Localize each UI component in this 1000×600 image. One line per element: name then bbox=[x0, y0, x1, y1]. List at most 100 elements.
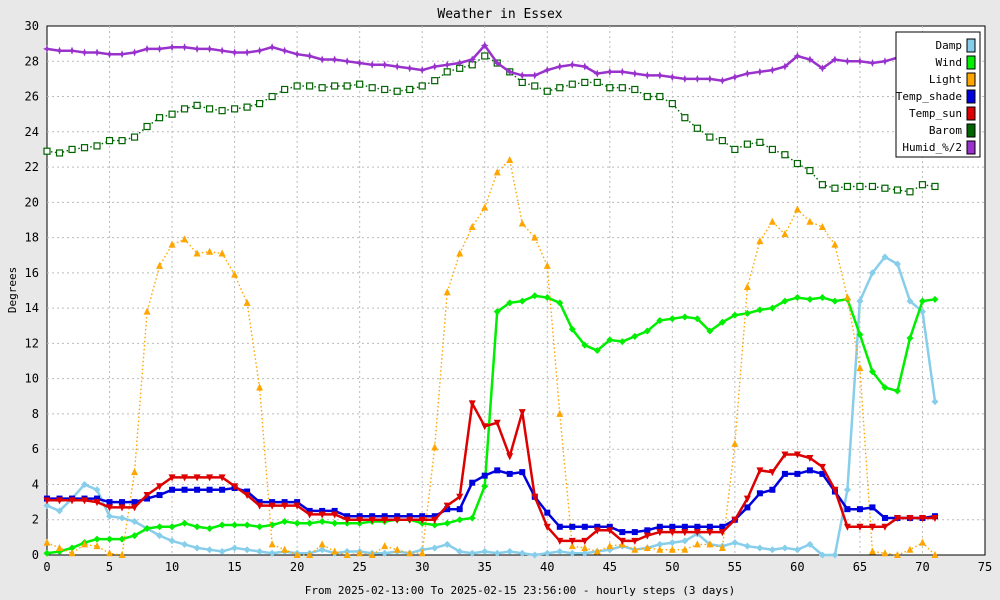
data-point bbox=[768, 217, 776, 225]
data-point bbox=[931, 514, 939, 522]
legend-label: Wind bbox=[936, 56, 963, 69]
data-point bbox=[743, 495, 751, 503]
series-barom bbox=[43, 52, 939, 196]
data-point bbox=[768, 66, 777, 75]
data-point bbox=[569, 523, 576, 530]
data-point bbox=[356, 80, 364, 88]
data-point bbox=[643, 71, 652, 80]
data-point bbox=[168, 523, 176, 531]
data-point bbox=[231, 270, 239, 278]
data-point bbox=[431, 544, 439, 552]
legend-swatch bbox=[966, 123, 976, 138]
data-point bbox=[231, 544, 239, 552]
data-point bbox=[893, 514, 901, 522]
data-point bbox=[794, 470, 801, 477]
data-point bbox=[731, 539, 739, 547]
data-point bbox=[343, 551, 351, 558]
data-point bbox=[431, 516, 439, 524]
data-point bbox=[368, 516, 376, 524]
data-point bbox=[556, 537, 564, 545]
data-point bbox=[855, 57, 864, 66]
data-point bbox=[568, 60, 577, 69]
data-point bbox=[806, 217, 814, 225]
data-point bbox=[331, 82, 339, 90]
x-tick-label: 5 bbox=[106, 560, 113, 574]
x-tick-label: 50 bbox=[665, 560, 679, 574]
data-point bbox=[330, 55, 339, 64]
legend-swatch bbox=[966, 38, 976, 53]
data-point bbox=[880, 57, 889, 66]
data-point bbox=[505, 67, 514, 76]
data-point bbox=[869, 504, 876, 511]
data-point bbox=[755, 67, 764, 76]
data-point bbox=[443, 519, 451, 527]
data-point bbox=[369, 513, 376, 520]
data-point bbox=[168, 537, 176, 545]
data-point bbox=[581, 523, 588, 530]
data-point bbox=[618, 84, 626, 92]
data-point bbox=[718, 529, 726, 537]
data-point bbox=[56, 543, 64, 551]
data-point bbox=[256, 383, 264, 391]
data-point bbox=[856, 506, 863, 513]
data-point bbox=[406, 85, 414, 94]
data-point bbox=[493, 168, 501, 176]
data-point bbox=[55, 149, 64, 157]
data-point bbox=[868, 182, 877, 191]
data-point bbox=[418, 549, 426, 557]
data-point bbox=[181, 519, 189, 527]
data-point bbox=[393, 545, 401, 553]
x-tick-label: 45 bbox=[603, 560, 617, 574]
data-point bbox=[694, 523, 701, 530]
data-point bbox=[193, 44, 202, 53]
data-point bbox=[656, 540, 664, 548]
data-point bbox=[868, 368, 876, 376]
data-point bbox=[368, 60, 377, 69]
data-point bbox=[218, 107, 226, 115]
data-point bbox=[556, 299, 564, 307]
data-point bbox=[668, 99, 676, 108]
y-tick-label: 14 bbox=[25, 301, 39, 315]
data-point bbox=[343, 82, 351, 90]
data-point bbox=[493, 549, 501, 557]
data-point bbox=[268, 43, 277, 52]
data-point bbox=[331, 507, 338, 514]
y-tick-label: 12 bbox=[25, 336, 39, 350]
data-point bbox=[143, 525, 151, 533]
data-point bbox=[506, 547, 514, 555]
data-point bbox=[530, 71, 539, 80]
data-point bbox=[219, 486, 226, 493]
data-point bbox=[793, 51, 802, 60]
data-point bbox=[531, 551, 539, 559]
x-axis-label: From 2025-02-13:00 To 2025-02-15 23:56:0… bbox=[305, 584, 735, 597]
data-point bbox=[643, 532, 651, 540]
data-point bbox=[94, 495, 101, 502]
y-tick-label: 26 bbox=[25, 90, 39, 104]
data-point bbox=[43, 44, 51, 53]
data-point bbox=[543, 294, 551, 302]
data-point bbox=[443, 540, 451, 548]
data-point bbox=[206, 247, 214, 255]
data-point bbox=[481, 547, 489, 555]
data-point bbox=[105, 137, 114, 145]
data-point bbox=[419, 513, 426, 520]
data-point bbox=[631, 529, 638, 536]
data-point bbox=[756, 490, 763, 497]
data-point bbox=[819, 470, 826, 477]
data-point bbox=[681, 545, 689, 553]
x-tick-label: 30 bbox=[415, 560, 429, 574]
data-point bbox=[106, 512, 114, 520]
data-point bbox=[468, 549, 476, 557]
data-point bbox=[181, 235, 189, 243]
data-point bbox=[868, 269, 876, 277]
data-point bbox=[218, 474, 226, 482]
data-point bbox=[681, 114, 689, 122]
data-point bbox=[468, 223, 476, 231]
data-point bbox=[131, 504, 139, 512]
data-point bbox=[630, 69, 639, 78]
data-point bbox=[130, 48, 139, 57]
data-point bbox=[443, 288, 451, 296]
data-point bbox=[331, 519, 339, 527]
data-point bbox=[743, 69, 752, 78]
data-point bbox=[931, 295, 939, 303]
